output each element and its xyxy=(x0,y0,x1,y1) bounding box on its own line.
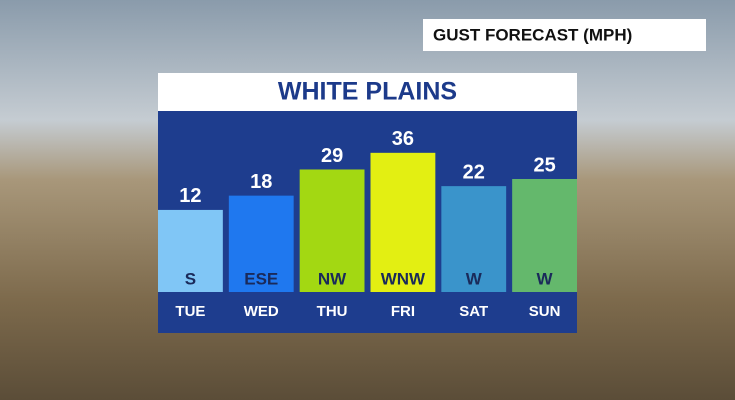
header: GUST FORECAST (MPH) xyxy=(433,25,632,44)
value-label: 29 xyxy=(321,145,343,167)
direction-label: WNW xyxy=(381,269,426,288)
bar xyxy=(228,195,294,292)
value-label: 22 xyxy=(463,161,485,183)
x-tick-label: THU xyxy=(317,303,348,320)
value-label: 12 xyxy=(179,185,201,207)
x-tick-label: FRI xyxy=(391,303,415,320)
header-box xyxy=(423,19,706,51)
value-label: 25 xyxy=(533,154,555,176)
x-tick-label: SAT xyxy=(459,303,488,320)
bar xyxy=(370,152,436,292)
bar xyxy=(512,178,577,292)
x-tick-label: WED xyxy=(244,303,279,320)
direction-label: W xyxy=(466,269,483,288)
bar xyxy=(158,209,223,292)
bar xyxy=(441,186,507,292)
value-label: 18 xyxy=(250,171,272,193)
title-box xyxy=(158,73,577,111)
x-tick-label: TUE xyxy=(175,303,205,320)
direction-label: ESE xyxy=(244,269,278,288)
direction-label: S xyxy=(185,269,196,288)
chart-title: WHITE PLAINS xyxy=(278,78,457,106)
value-label: 36 xyxy=(392,128,414,150)
plot-panel xyxy=(158,111,577,333)
direction-label: W xyxy=(537,269,554,288)
x-tick-label: SUN xyxy=(529,303,561,320)
bar xyxy=(299,169,365,292)
direction-label: NW xyxy=(318,269,347,288)
